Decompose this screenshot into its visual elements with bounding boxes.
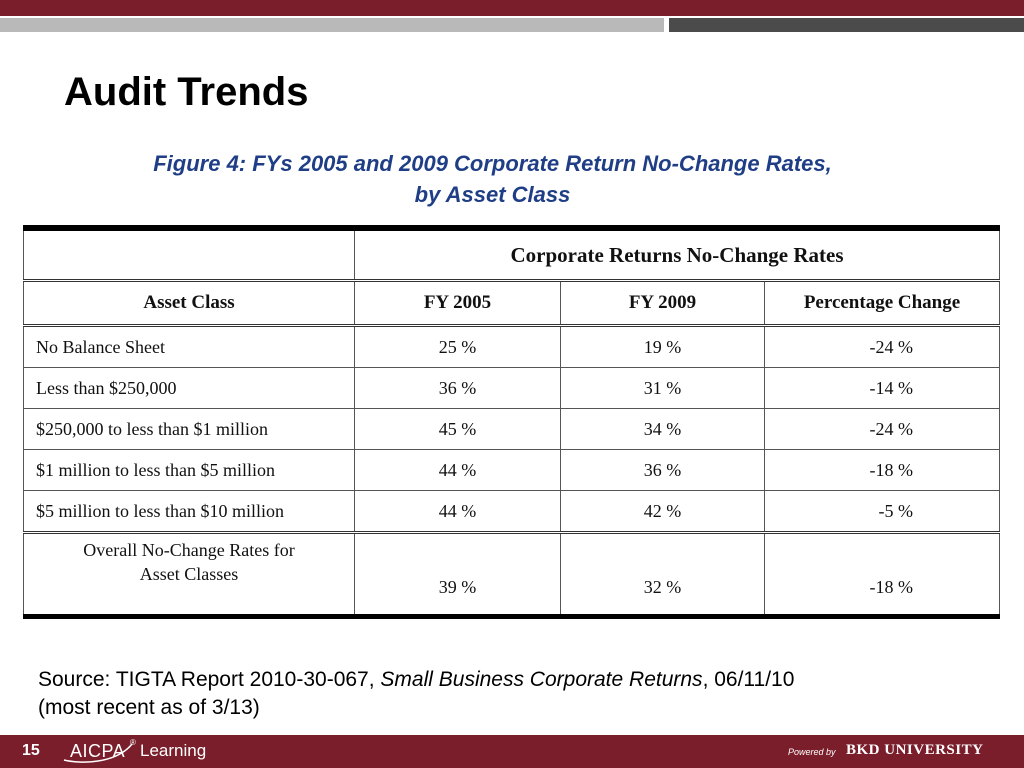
top-stripe-light [0,18,664,32]
top-accent-bar [0,0,1024,16]
asset-class-cell: Less than $250,000 [23,367,355,409]
aicpa-swoosh-icon [63,743,133,763]
fy2009-cell: 36 % [560,449,765,491]
figure-caption: Figure 4: FYs 2005 and 2009 Corporate Re… [70,148,915,210]
column-header-fy2005: FY 2005 [354,280,561,327]
no-change-rates-table: Corporate Returns No-Change Rates Asset … [23,225,1001,619]
overall-label-cell: Overall No-Change Rates for Asset Classe… [23,532,355,617]
source-note: (most recent as of 3/13) [38,696,260,719]
table-overall-row: Overall No-Change Rates for Asset Classe… [23,532,1001,617]
overall-label-line-1: Overall No-Change Rates for [83,540,295,560]
figure-caption-line-1: Figure 4: FYs 2005 and 2009 Corporate Re… [153,151,832,176]
table-group-header-row: Corporate Returns No-Change Rates [23,228,1001,282]
fy2005-cell: 44 % [354,449,561,491]
source-prefix: Source: TIGTA Report 2010-30-067, [38,668,381,691]
column-header-fy2009: FY 2009 [560,280,765,327]
fy2005-cell: 45 % [354,408,561,450]
source-citation: Source: TIGTA Report 2010-30-067, Small … [38,666,998,722]
source-report-title: Small Business Corporate Returns [380,668,703,691]
aicpa-logo-word: Learning [140,741,207,760]
fy2009-cell: 34 % [560,408,765,450]
top-stripe-dark [669,18,1024,32]
asset-class-cell: $1 million to less than $5 million [23,449,355,491]
asset-class-cell: $250,000 to less than $1 million [23,408,355,450]
overall-fy2005-cell: 39 % [354,532,561,617]
aicpa-logo-mark: AICPA [70,741,126,761]
column-header-percentage-change: Percentage Change [763,280,1001,327]
table-column-header-row: Asset Class FY 2005 FY 2009 Percentage C… [23,280,1001,327]
table-row: $1 million to less than $5 million 44 % … [23,449,1001,491]
bkd-university-logo: BKD UNIVERSITY [846,742,984,758]
change-cell: -24 % [763,408,1001,450]
column-header-asset-class: Asset Class [23,280,355,327]
table-row: $5 million to less than $10 million 44 %… [23,490,1001,534]
source-suffix: , 06/11/10 [702,668,795,691]
aicpa-logo-registered: ® [130,738,136,747]
footer-bar: 15 AICPA ® Learning Powered by BKD UNIVE… [0,735,1024,768]
change-cell: -24 % [763,325,1001,368]
overall-label-line-2: Asset Classes [139,564,239,584]
slide-title: Audit Trends [64,70,309,114]
fy2005-cell: 25 % [354,325,561,368]
table-row: Less than $250,000 36 % 31 % -14 % [23,367,1001,409]
fy2009-cell: 19 % [560,325,765,368]
asset-class-cell: No Balance Sheet [23,325,355,368]
group-header: Corporate Returns No-Change Rates [353,228,1001,282]
figure-caption-line-2: by Asset Class [414,182,571,207]
slide-number: 15 [22,742,40,759]
overall-change-cell: -18 % [763,532,1001,617]
asset-class-cell: $5 million to less than $10 million [23,490,355,534]
table-row: $250,000 to less than $1 million 45 % 34… [23,408,1001,450]
overall-fy2009-cell: 32 % [560,532,765,617]
table-corner-cell [23,228,355,282]
powered-by-label: Powered by [788,747,836,757]
fy2009-cell: 31 % [560,367,765,409]
change-cell: -14 % [763,367,1001,409]
fy2009-cell: 42 % [560,490,765,534]
fy2005-cell: 36 % [354,367,561,409]
fy2005-cell: 44 % [354,490,561,534]
table-row: No Balance Sheet 25 % 19 % -24 % [23,325,1001,368]
aicpa-learning-logo: AICPA ® Learning [60,738,220,764]
change-cell: -18 % [763,449,1001,491]
change-cell: -5 % [763,490,1001,534]
